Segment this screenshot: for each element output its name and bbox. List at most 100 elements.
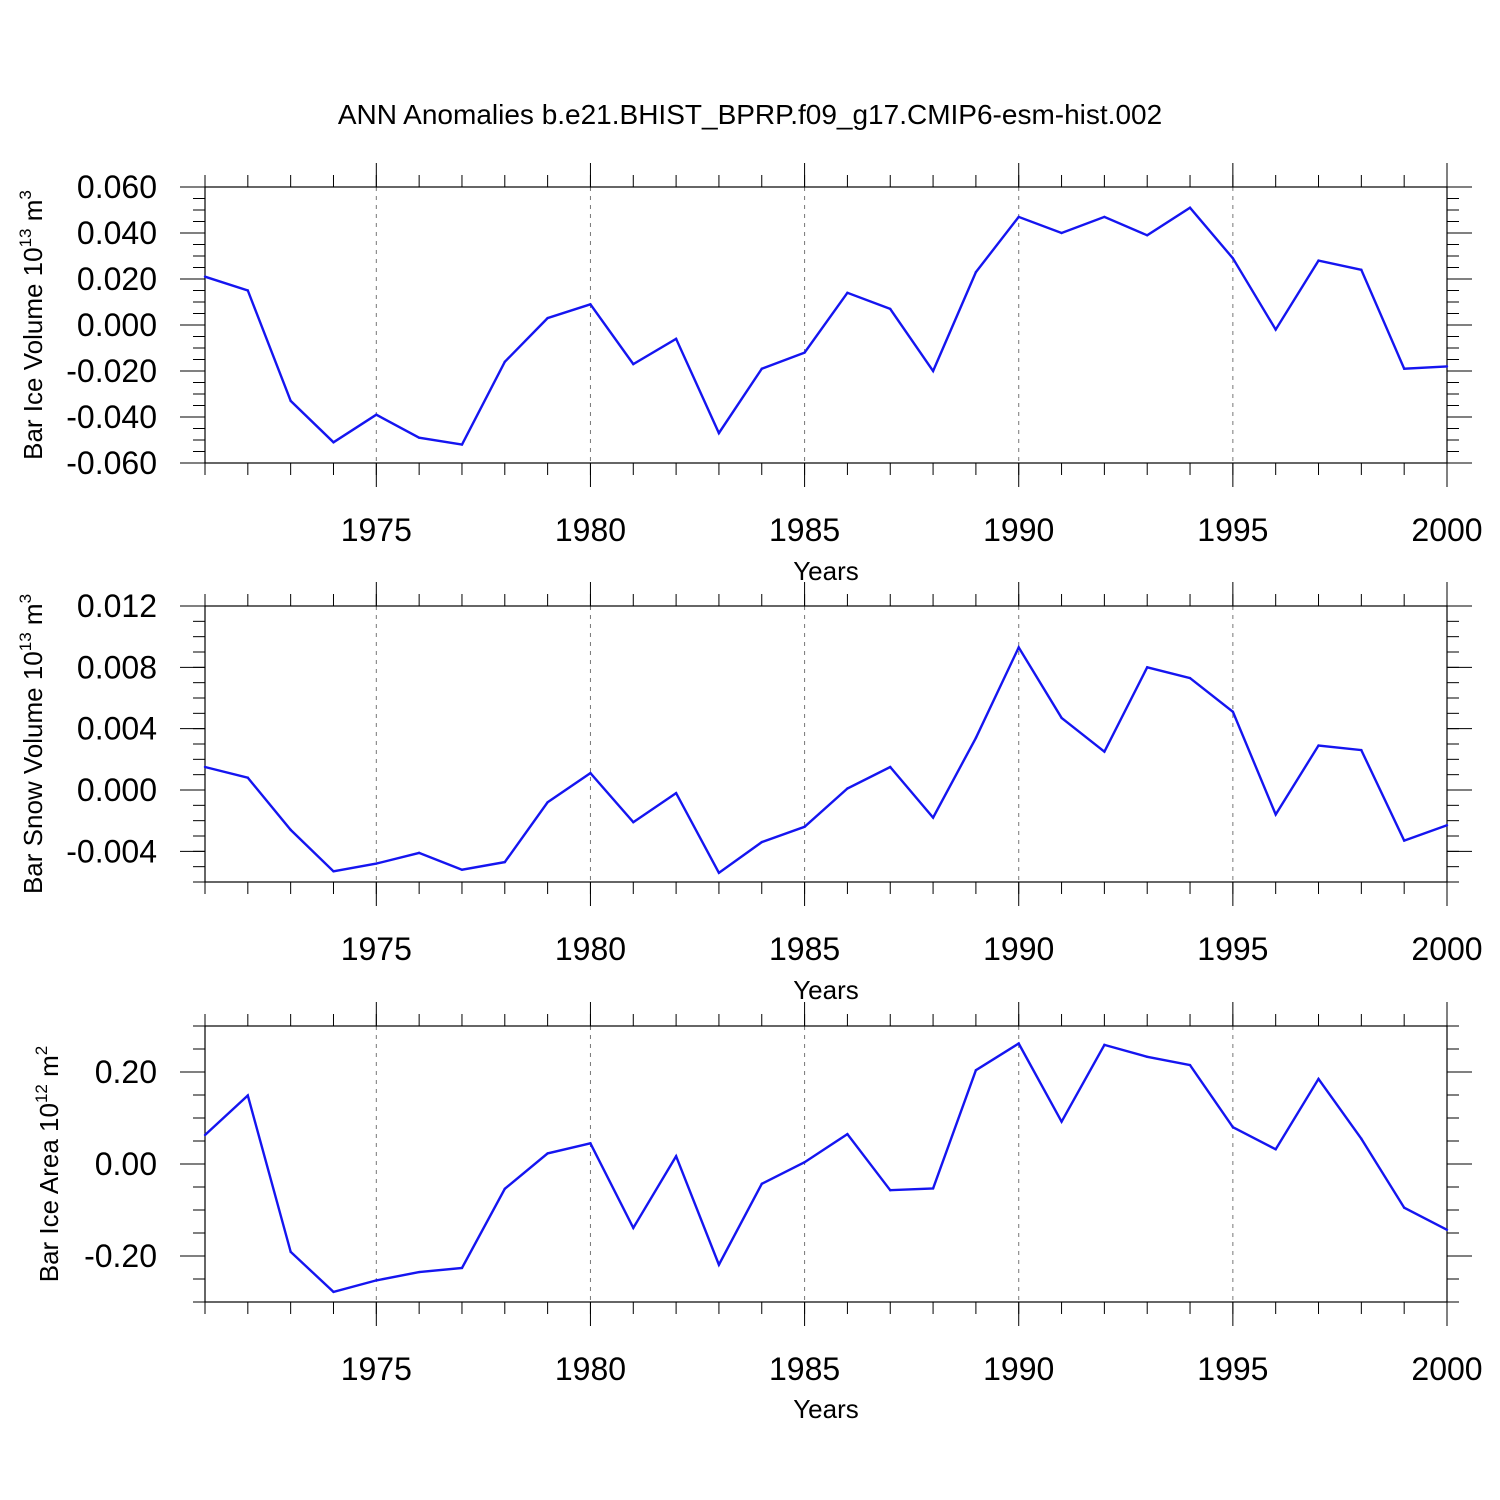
data-point	[332, 870, 335, 873]
data-point	[1402, 1206, 1406, 1209]
data-point	[931, 369, 935, 373]
data-point	[1188, 206, 1192, 209]
y-axis-title: Bar Snow Volume 1013 m3	[16, 594, 48, 894]
data-point	[803, 351, 806, 354]
y-axis-title-superscript: 12	[32, 1084, 51, 1103]
data-point	[546, 316, 549, 320]
data-point	[760, 840, 763, 844]
data-point	[546, 801, 549, 804]
data-point	[1360, 268, 1363, 271]
plot-frame	[204, 605, 1448, 883]
data-point	[289, 399, 292, 403]
data-point	[246, 289, 250, 292]
data-point	[203, 765, 207, 769]
panel-1: -0.060 -0.040 -0.020 0.000 0.020 0.040 0.060 19…	[16, 163, 1483, 586]
data-point	[417, 1270, 421, 1274]
data-point	[1402, 367, 1406, 370]
data-point	[1317, 1077, 1320, 1081]
data-point	[1103, 1043, 1106, 1047]
x-tick-label: 1980	[555, 931, 626, 967]
data-point	[1360, 748, 1363, 752]
y-tick-label: 0.060	[77, 169, 157, 205]
y-axis-title-part: Bar Ice Volume 10	[18, 247, 48, 459]
x-tick-label: 1980	[555, 512, 626, 548]
y-axis-title-part: m	[34, 1055, 64, 1084]
y-axis-title-superscript: 13	[16, 228, 35, 247]
y-axis-title-superscript: 13	[16, 632, 35, 651]
y-tick-label: 0.000	[77, 307, 157, 343]
data-point	[803, 1160, 806, 1164]
data-point	[1146, 1055, 1149, 1059]
data-point	[889, 1189, 892, 1192]
data-point	[417, 436, 421, 439]
data-point	[503, 860, 506, 864]
data-point	[1231, 710, 1235, 713]
series-line	[204, 644, 1448, 875]
y-tick-label: 0.004	[77, 711, 157, 747]
data-point	[246, 776, 250, 779]
data-point	[289, 828, 292, 832]
x-tick-label: 1975	[341, 512, 412, 548]
data-point	[203, 1133, 207, 1137]
y-tick-label: -0.20	[84, 1238, 157, 1274]
figure-title: ANN Anomalies b.e21.BHIST_BPRP.f09_g17.C…	[338, 99, 1162, 130]
data-point	[632, 821, 635, 824]
plot-frame	[204, 1025, 1448, 1303]
data-point	[846, 291, 849, 294]
x-tick-label: 2000	[1411, 512, 1482, 548]
data-point	[375, 862, 378, 865]
y-axis-title-superscript: 2	[32, 1046, 51, 1055]
data-point	[1402, 839, 1406, 842]
data-point	[589, 771, 592, 775]
y-tick-label: 0.020	[77, 261, 157, 297]
x-tick-label: 1995	[1197, 931, 1268, 967]
y-tick-label: 0.000	[77, 772, 157, 808]
y-axis-title-part: Bar Ice Area 10	[34, 1103, 64, 1282]
data-point	[674, 791, 678, 795]
x-tick-label: 2000	[1411, 931, 1482, 967]
x-tick-label: 1995	[1197, 1351, 1268, 1387]
data-point	[931, 816, 935, 819]
data-point	[760, 1182, 763, 1185]
data-point	[1360, 1137, 1363, 1140]
data-point	[1231, 1126, 1235, 1129]
data-point	[674, 337, 678, 340]
y-tick-label: 0.012	[77, 588, 157, 624]
data-point	[1445, 824, 1449, 827]
panel-3: -0.20 0.00 0.20 1975 1980 1985 1990 1995 2000 Yea…	[32, 1002, 1483, 1424]
data-point	[1188, 676, 1192, 680]
data-point	[1146, 234, 1149, 237]
data-point	[632, 362, 635, 366]
data-point	[589, 1142, 592, 1145]
data-point	[203, 275, 207, 278]
x-tick-label: 1985	[769, 1351, 840, 1387]
panels: -0.060 -0.040 -0.020 0.000 0.020 0.040 0.060 19…	[16, 163, 1483, 1424]
y-tick-label: 0.20	[95, 1054, 157, 1090]
data-point	[1317, 259, 1320, 262]
data-point	[589, 303, 592, 306]
data-point	[1146, 666, 1149, 669]
data-point	[717, 431, 721, 435]
data-point	[1317, 744, 1320, 747]
data-point	[246, 1094, 250, 1097]
y-tick-label: 0.008	[77, 649, 157, 685]
y-axis-title-superscript: 3	[16, 594, 35, 603]
y-tick-label: -0.020	[66, 353, 157, 389]
y-tick-label: -0.060	[66, 445, 157, 481]
y-axis-title-part: Bar Snow Volume 10	[18, 651, 48, 894]
data-point	[460, 443, 464, 446]
x-axis-title: Years	[793, 556, 859, 586]
data-point	[889, 765, 892, 769]
x-tick-label: 1975	[341, 931, 412, 967]
data-point	[1060, 231, 1063, 235]
data-point	[375, 1279, 378, 1282]
y-tick-label: -0.004	[66, 833, 157, 869]
data-point	[1017, 215, 1020, 219]
data-point	[1060, 1120, 1063, 1123]
x-tick-label: 2000	[1411, 1351, 1482, 1387]
data-point	[931, 1187, 935, 1190]
y-axis-title: Bar Ice Area 1012 m2	[32, 1046, 64, 1283]
x-tick-label: 1995	[1197, 512, 1268, 548]
data-point	[1103, 215, 1106, 219]
